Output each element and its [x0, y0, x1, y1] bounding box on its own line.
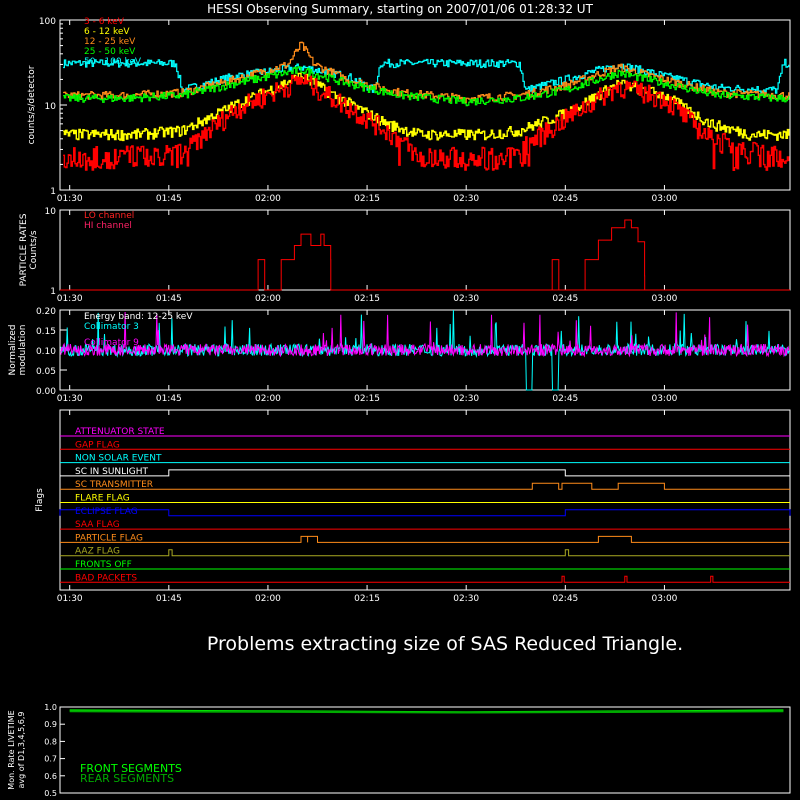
chart-marks: 01:30 01:45 02:00 02:15 02:30 02:45 03:00 01:30…: [36, 17, 791, 798]
x-tick-label: 03:00: [651, 294, 677, 304]
x-tick-label: 02:15: [354, 394, 380, 404]
lightcurve-ylabel: counts/s/detector: [27, 65, 37, 144]
x-tick-label: 02:45: [552, 394, 578, 404]
x-tick-label: 01:45: [156, 294, 182, 304]
series-line-3-6keV: [63, 74, 790, 171]
y-tick-label: 10: [45, 207, 57, 217]
y-tick-label: 10: [45, 102, 57, 112]
particle-panel: [59, 209, 791, 291]
annotation: Collimator 9: [84, 338, 139, 348]
flags-panel: [59, 409, 791, 591]
x-tick-label: 02:00: [255, 594, 281, 604]
y-tick-label: 1: [50, 187, 56, 197]
particle-series-1: [551, 219, 790, 291]
y-tick-label: 0.5: [44, 789, 57, 798]
flag-label: SC TRANSMITTER: [75, 480, 153, 490]
x-tick-label: 02:45: [552, 594, 578, 604]
legend-entry: 6 - 12 keV: [84, 27, 130, 37]
legend-entry: HI channel: [84, 221, 132, 231]
x-tick-label: 02:00: [255, 294, 281, 304]
flag-label: NON SOLAR EVENT: [75, 454, 162, 464]
x-tick-label: 02:30: [453, 294, 479, 304]
x-tick-label: 02:45: [552, 294, 578, 304]
x-tick-label: 02:45: [552, 194, 578, 204]
x-tick-label: 03:00: [651, 394, 677, 404]
x-tick-label: 01:30: [57, 194, 83, 204]
flag-label: ECLIPSE FLAG: [75, 507, 138, 517]
legend-entry: 3 - 6 keV: [84, 17, 125, 27]
y-tick-label: 0.15: [36, 327, 56, 337]
y-tick-label: 0.05: [36, 367, 56, 377]
x-tick-label: 02:30: [453, 594, 479, 604]
flag-label: SC IN SUNLIGHT: [75, 467, 149, 477]
modulation-series-0: [60, 309, 790, 391]
legend-entry: 50 - 100 keV: [84, 57, 142, 67]
livetime-series-1: [69, 710, 784, 714]
modulation-series-1: [60, 311, 790, 358]
flag-label: PARTICLE FLAG: [75, 533, 143, 543]
legend-entry: LO channel: [84, 211, 134, 221]
particle-series-0: [60, 233, 790, 291]
flag-label: BAD PACKETS: [75, 573, 137, 583]
y-tick-label: 100: [39, 17, 56, 27]
y-tick-label: 1: [50, 287, 56, 297]
legend-entry: FRONT SEGMENTS: [80, 762, 182, 775]
x-tick-label: 02:15: [354, 594, 380, 604]
flag-label: SAA FLAG: [75, 520, 120, 530]
y-tick-label: 0.8: [44, 737, 57, 746]
x-tick-label: 03:00: [651, 594, 677, 604]
y-tick-label: 0.00: [36, 387, 56, 397]
y-tick-label: 0.7: [44, 755, 57, 764]
flag-line: [60, 549, 790, 557]
x-tick-label: 01:45: [156, 194, 182, 204]
x-tick-label: 02:00: [255, 394, 281, 404]
annotation: Collimator 3: [84, 322, 139, 332]
modulation-ylabel-2: modulation: [18, 325, 28, 376]
flag-label: FRONTS OFF: [75, 560, 132, 570]
legend-entry: 12 - 25 keV: [84, 37, 136, 47]
series-line-25-50keV: [63, 66, 790, 107]
x-tick-label: 02:00: [255, 194, 281, 204]
x-tick-label: 01:45: [156, 394, 182, 404]
y-tick-label: 1.0: [44, 703, 57, 712]
x-tick-label: 02:15: [354, 194, 380, 204]
flag-label: AAZ FLAG: [75, 547, 120, 557]
x-tick-label: 02:15: [354, 294, 380, 304]
y-tick-label: 0.10: [36, 347, 56, 357]
livetime-ylabel-1: Mon. Rate LIVETIME: [7, 710, 16, 789]
particle-ylabel-1: PARTICLE RATES: [19, 213, 29, 286]
plot-title: HESSI Observing Summary, starting on 200…: [207, 2, 593, 16]
x-tick-label: 02:30: [453, 194, 479, 204]
flag-label: GAP FLAG: [75, 440, 120, 450]
flag-line: [59, 509, 791, 517]
y-tick-label: 0.9: [44, 720, 57, 729]
flags-ylabel: Flags: [35, 488, 45, 512]
flag-line: [60, 535, 790, 543]
y-tick-label: 0.20: [36, 307, 56, 317]
legend-entry: REAR SEGMENTS: [80, 772, 174, 785]
flag-label: ATTENUATOR STATE: [75, 427, 165, 437]
flag-line: [60, 469, 790, 477]
x-tick-label: 01:30: [57, 294, 83, 304]
x-tick-label: 03:00: [651, 194, 677, 204]
annotation: Energy band: 12-25 keV: [84, 312, 193, 322]
flag-line: [60, 575, 790, 583]
series-line-50-100keV: [63, 58, 790, 94]
livetime-panel: [59, 706, 791, 794]
x-tick-label: 01:30: [57, 594, 83, 604]
particle-ylabel-2: Counts/s: [29, 230, 39, 269]
x-tick-label: 01:30: [57, 394, 83, 404]
legend-entry: 25 - 50 keV: [84, 47, 136, 57]
y-tick-label: 0.6: [44, 772, 57, 781]
flag-label: FLARE FLAG: [75, 494, 130, 504]
status-message: Problems extracting size of SAS Reduced …: [207, 633, 683, 655]
x-tick-label: 02:30: [453, 394, 479, 404]
x-tick-label: 01:45: [156, 594, 182, 604]
modulation-ylabel-1: Normalized: [8, 324, 18, 375]
livetime-ylabel-2: avg of D1,3,4,5,6,9: [17, 712, 26, 789]
flag-line: [60, 482, 790, 490]
